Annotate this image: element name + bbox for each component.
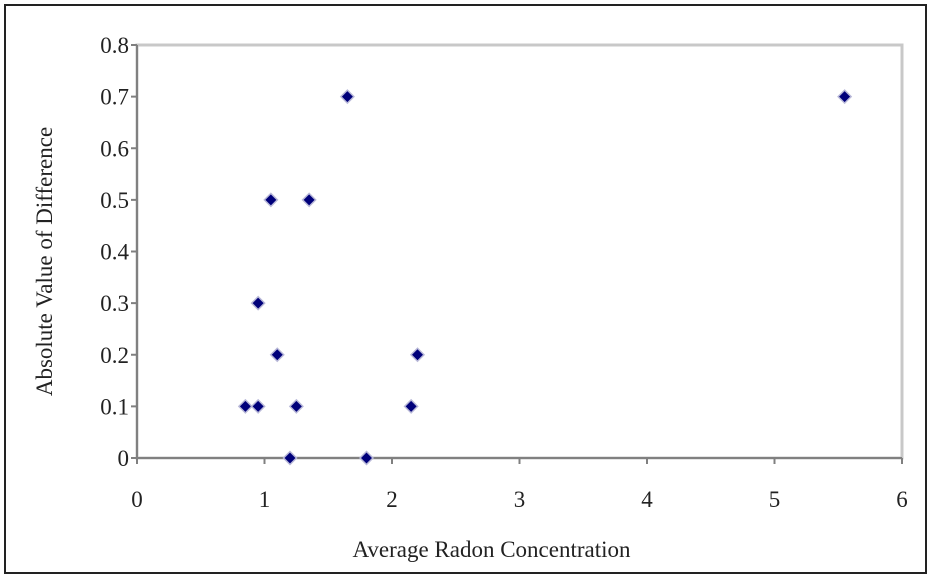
- data-point: [409, 347, 426, 363]
- data-point: [288, 398, 304, 414]
- y-tick-label: 0.8: [100, 33, 129, 58]
- data-point: [250, 398, 266, 414]
- y-tick-label: 0: [118, 446, 130, 471]
- x-axis-ticks: 0 1 2 3 4 5 6: [131, 458, 908, 512]
- data-point: [269, 347, 285, 363]
- data-point: [837, 89, 853, 105]
- x-axis-title: Average Radon Concentration: [352, 537, 631, 562]
- x-tick-label: 5: [769, 487, 781, 512]
- data-point: [282, 450, 298, 466]
- data-point: [358, 450, 375, 466]
- y-tick-label: 0.3: [100, 291, 129, 316]
- y-axis-ticks: 0 0.1 0.2 0.3 0.4 0.5 0.6 0.7 0.8: [100, 33, 137, 471]
- y-tick-label: 0.2: [100, 343, 129, 368]
- x-tick-label: 4: [641, 487, 653, 512]
- data-point: [301, 192, 317, 208]
- data-point: [237, 398, 253, 414]
- y-tick-label: 0.6: [100, 136, 129, 161]
- x-tick-label: 0: [131, 487, 143, 512]
- plot-area: [135, 43, 904, 460]
- x-tick-label: 3: [514, 487, 526, 512]
- data-point: [250, 295, 266, 311]
- y-tick-label: 0.7: [100, 85, 129, 110]
- axes: [136, 45, 902, 459]
- y-axis-title: Absolute Value of Difference: [32, 127, 57, 396]
- data-point: [339, 89, 355, 105]
- y-tick-label: 0.1: [100, 394, 129, 419]
- y-tick-label: 0.5: [100, 188, 129, 213]
- chart-frame: [4, 4, 927, 574]
- x-tick-label: 1: [259, 487, 271, 512]
- x-tick-label: 2: [386, 487, 398, 512]
- data-points: [237, 89, 853, 466]
- data-point: [263, 192, 279, 208]
- data-point: [403, 398, 419, 414]
- x-tick-label: 6: [896, 487, 908, 512]
- y-tick-label: 0.4: [100, 240, 129, 265]
